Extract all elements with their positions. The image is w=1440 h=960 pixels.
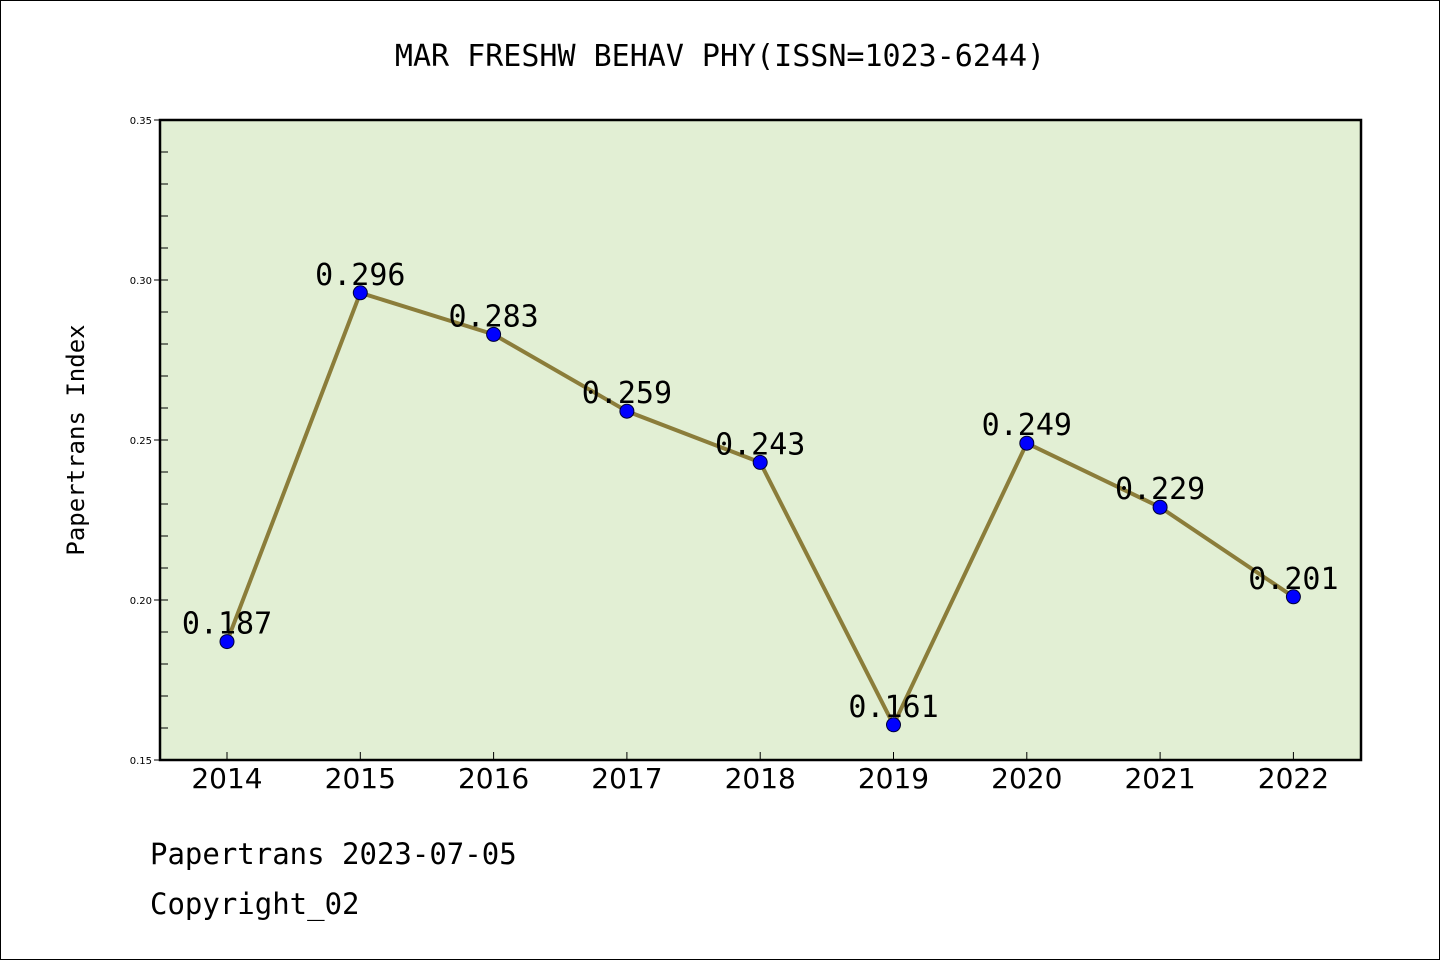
data-point — [1285, 589, 1301, 605]
footer-date: Papertrans 2023-07-05 — [150, 837, 517, 871]
x-tick-label: 2015 — [325, 762, 396, 795]
y-tick-label: 0.30 — [130, 276, 152, 287]
data-label: 0.187 — [182, 607, 272, 642]
x-tick-label: 2014 — [191, 762, 262, 795]
footer-copyright: Copyright_02 — [150, 887, 360, 922]
data-point — [1152, 499, 1168, 515]
y-axis-ticks: 0.15 0.20 0.25 0.30 0.35 — [130, 116, 168, 767]
y-axis-label: Papertrans Index — [62, 324, 90, 555]
x-tick-label: 2020 — [991, 762, 1062, 795]
data-labels-group: 0.187 0.296 0.283 0.259 0.243 0.161 0.249 0.229… — [182, 258, 1339, 725]
y-tick-label: 0.35 — [130, 116, 152, 127]
data-label: 0.296 — [315, 258, 405, 293]
x-tick-label: 2019 — [858, 762, 929, 795]
chart-title: MAR FRESHW BEHAV PHY(ISSN=1023-6244) — [395, 39, 1045, 74]
data-point — [619, 403, 635, 419]
data-label: 0.259 — [582, 376, 672, 411]
data-point — [1019, 435, 1035, 451]
data-point — [752, 454, 768, 470]
x-axis-ticks: 2014 2015 2016 2017 2018 2019 2020 2021 2022 — [191, 752, 1329, 795]
data-point — [219, 634, 235, 650]
data-point — [352, 285, 368, 301]
y-tick-label: 0.20 — [130, 596, 152, 607]
plot-border — [158, 118, 1363, 762]
y-tick-label: 0.25 — [130, 436, 152, 447]
series-line-group — [219, 285, 1301, 733]
x-tick-label: 2017 — [591, 762, 662, 795]
x-tick-label: 2021 — [1124, 762, 1195, 795]
data-label: 0.243 — [715, 427, 805, 462]
y-tick-label: 0.15 — [130, 756, 152, 767]
data-label: 0.229 — [1115, 472, 1205, 507]
plot-area — [160, 120, 1361, 760]
x-tick-label: 2018 — [725, 762, 796, 795]
data-label: 0.249 — [982, 408, 1072, 443]
data-point — [886, 717, 901, 733]
data-label: 0.201 — [1248, 562, 1338, 597]
x-tick-label: 2022 — [1258, 762, 1329, 795]
data-label: 0.161 — [848, 690, 938, 725]
data-point — [486, 326, 502, 342]
x-tick-label: 2016 — [458, 762, 529, 795]
data-label: 0.283 — [448, 299, 538, 334]
